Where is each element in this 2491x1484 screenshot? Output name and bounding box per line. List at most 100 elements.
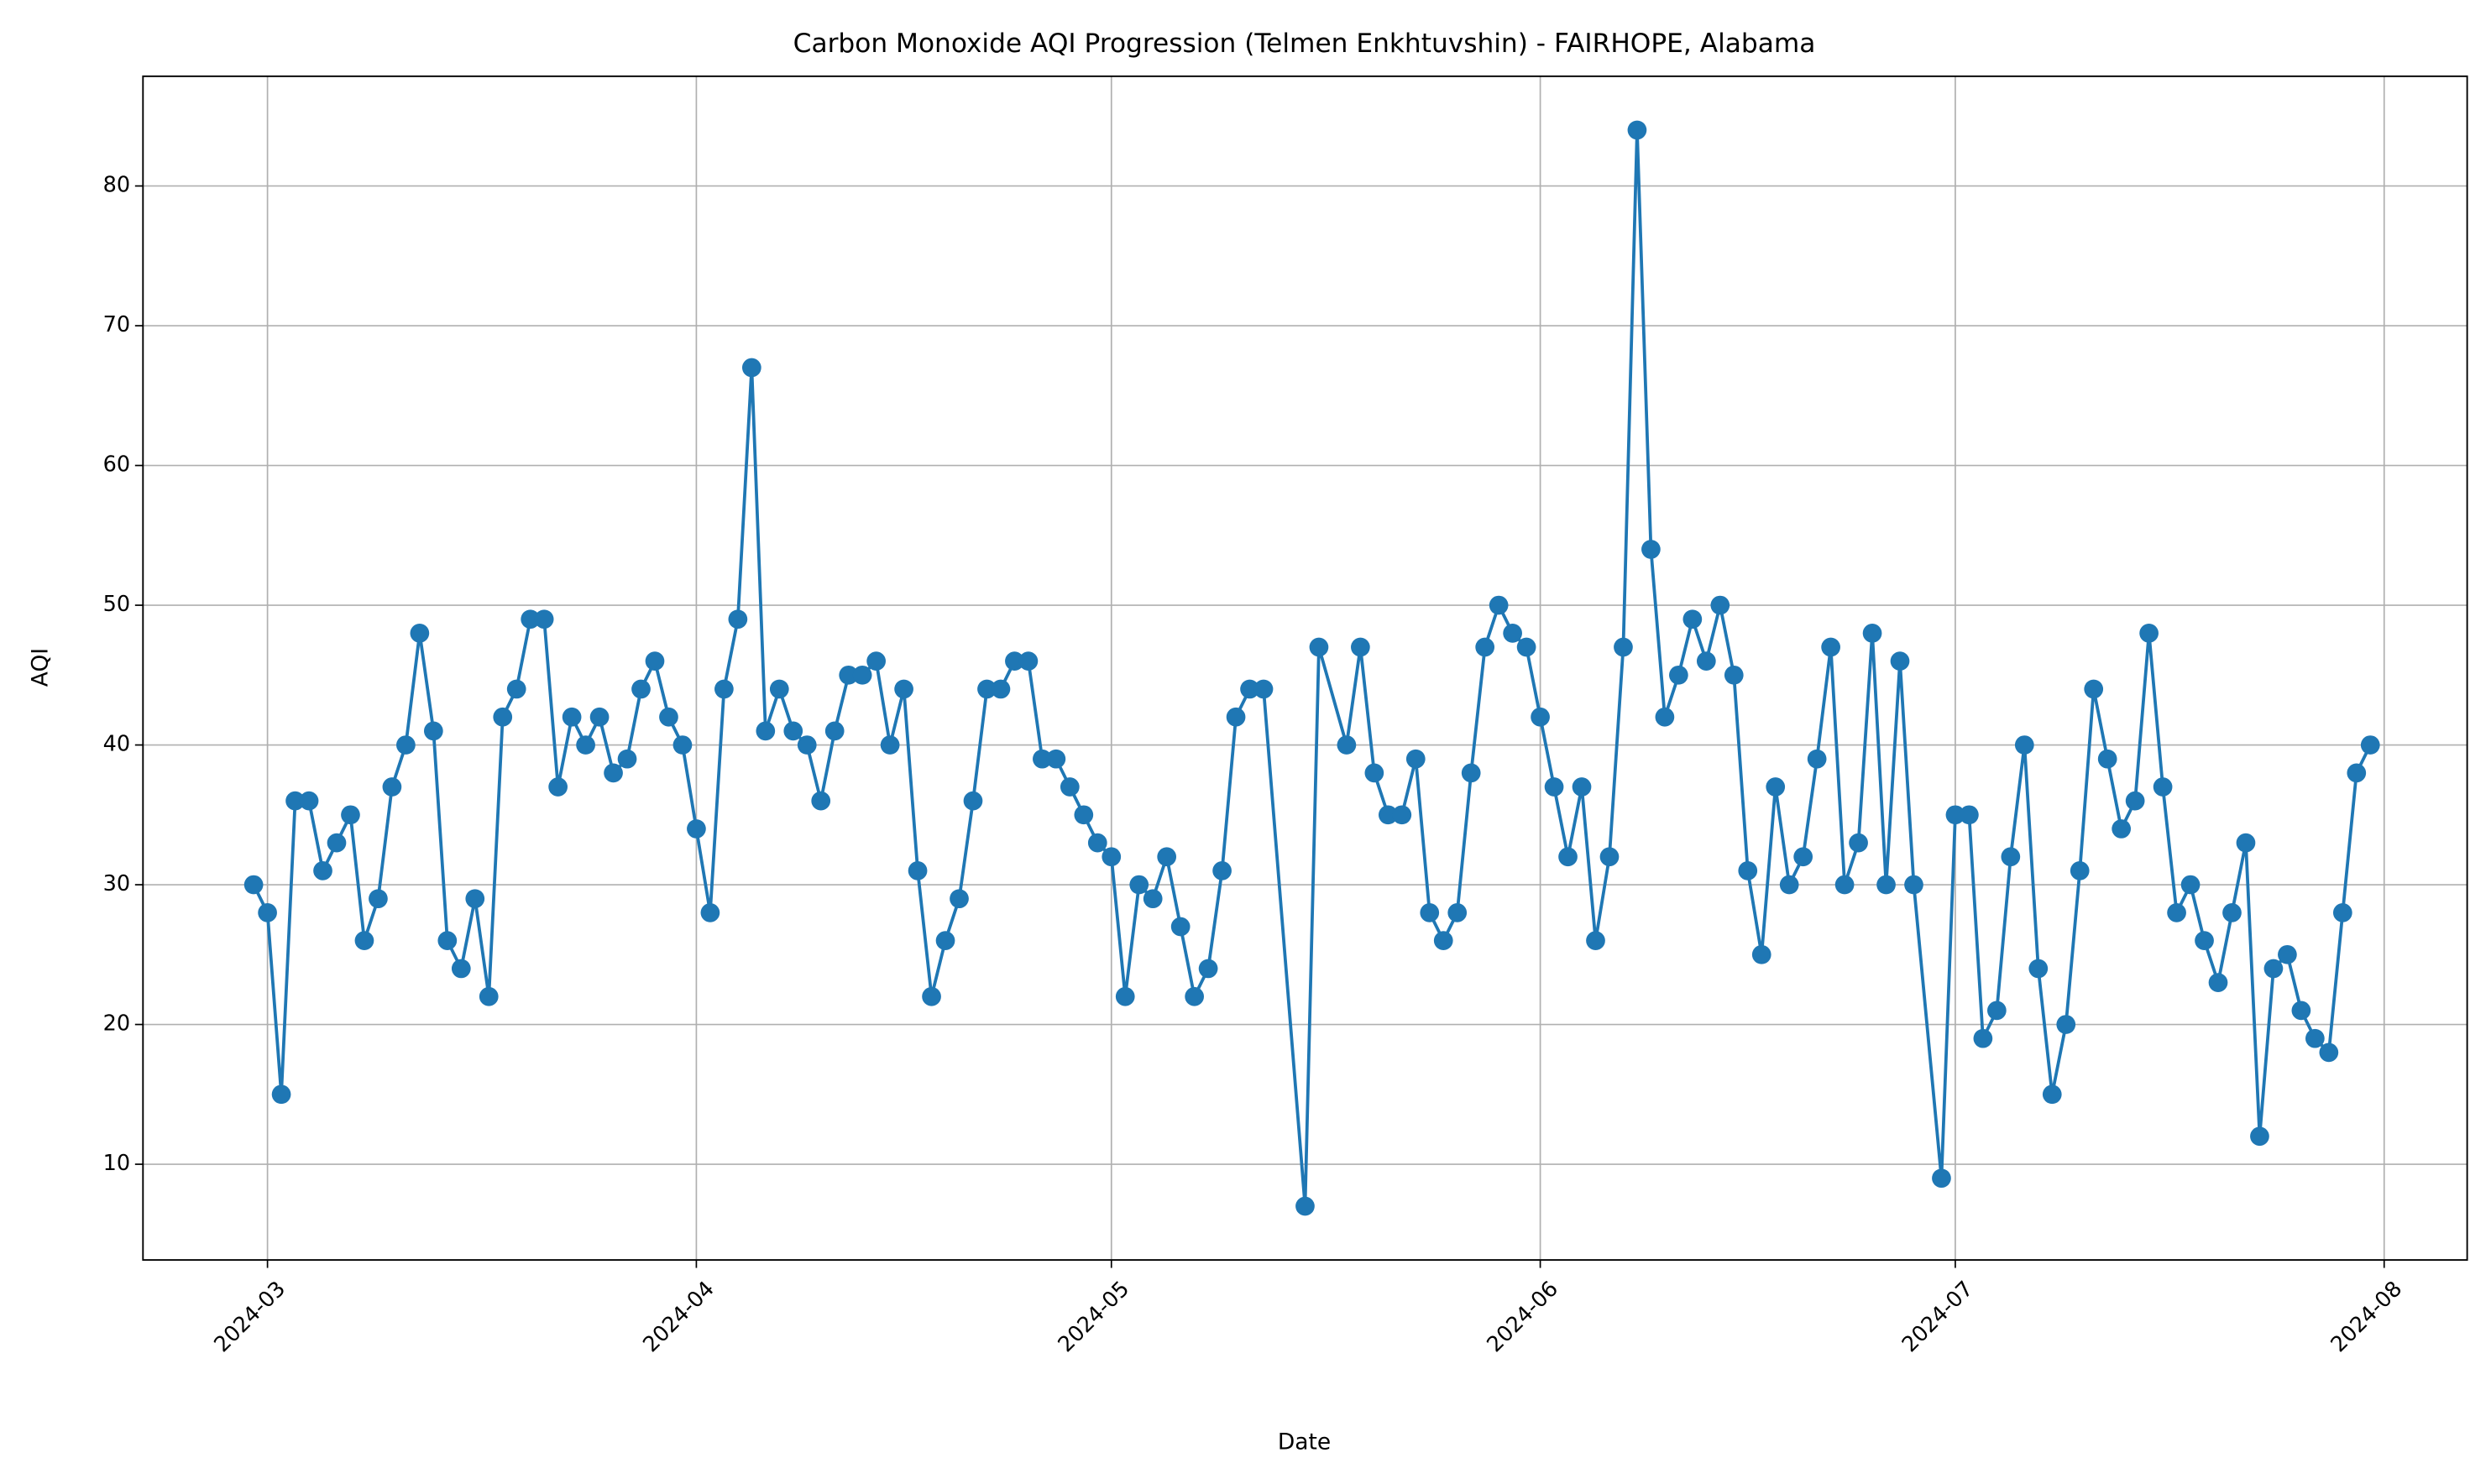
data-point <box>1240 679 1259 699</box>
data-point <box>2250 1126 2269 1147</box>
data-point <box>1253 679 1274 699</box>
data-point <box>2236 833 2256 853</box>
y-tick-label: 60 <box>103 452 130 478</box>
data-point <box>728 609 748 630</box>
data-point <box>1904 875 1923 895</box>
data-point <box>1129 875 1149 895</box>
data-point <box>423 721 443 741</box>
data-point <box>1046 749 1066 769</box>
chart-title: Carbon Monoxide AQI Progression (Telmen … <box>793 29 1816 59</box>
data-point <box>1834 875 1855 895</box>
data-point <box>1157 847 1177 867</box>
data-point <box>687 819 706 839</box>
data-point <box>2167 902 2186 922</box>
data-point <box>963 791 983 811</box>
data-point <box>756 721 776 741</box>
data-point <box>2360 735 2380 755</box>
data-point <box>1087 833 1107 853</box>
data-point <box>451 959 471 979</box>
data-point <box>1351 637 1370 657</box>
data-point <box>1849 833 1868 853</box>
data-point <box>493 707 513 727</box>
data-point <box>2097 749 2117 769</box>
data-point <box>1392 805 1412 825</box>
data-point <box>382 777 402 797</box>
data-point <box>604 763 623 783</box>
data-point <box>1531 707 1550 727</box>
data-point <box>341 805 360 825</box>
data-point <box>631 679 651 699</box>
data-point <box>479 986 499 1006</box>
data-point <box>617 749 637 769</box>
data-point <box>2001 847 2021 867</box>
data-point <box>1696 651 1716 671</box>
data-point <box>437 931 458 951</box>
data-point <box>2319 1042 2339 1063</box>
data-point <box>1669 665 1688 685</box>
data-point <box>1793 847 1813 867</box>
data-point <box>1033 749 1052 769</box>
data-point <box>1614 637 1633 657</box>
data-point <box>2042 1084 2062 1105</box>
data-point <box>271 1084 291 1105</box>
data-point <box>1558 847 1578 867</box>
data-point <box>1489 595 1509 615</box>
data-point <box>2070 861 2090 880</box>
data-point <box>1572 777 1592 797</box>
data-point <box>1945 805 1965 825</box>
data-point <box>576 735 595 755</box>
data-point <box>769 679 789 699</box>
data-point <box>1475 637 1495 657</box>
data-point <box>1212 861 1232 880</box>
data-point <box>1170 917 1191 937</box>
y-tick-label: 50 <box>103 592 130 617</box>
data-point <box>2056 1015 2076 1034</box>
data-point <box>313 861 332 880</box>
data-point <box>2084 679 2104 699</box>
data-point <box>2014 735 2034 755</box>
data-point <box>1074 805 1094 825</box>
data-point <box>2139 623 2159 643</box>
data-point <box>1433 931 1453 951</box>
data-point <box>839 665 859 685</box>
y-tick-label: 20 <box>103 1011 130 1037</box>
data-point <box>880 735 900 755</box>
data-point <box>354 931 374 951</box>
x-axis-label: Date <box>1278 1429 1331 1455</box>
data-point <box>908 861 928 880</box>
data-point <box>243 875 264 895</box>
data-point <box>922 986 941 1006</box>
data-point <box>1018 651 1039 671</box>
data-point <box>2028 959 2049 979</box>
data-point <box>1143 889 1163 909</box>
data-point <box>1876 875 1896 895</box>
data-point <box>700 902 720 922</box>
plot-area <box>243 120 2380 1216</box>
data-point <box>1005 651 1024 671</box>
data-point <box>1503 623 1522 643</box>
data-point <box>1821 637 1840 657</box>
data-point <box>991 679 1011 699</box>
data-point <box>534 609 554 630</box>
data-point <box>1599 847 1620 867</box>
data-point <box>2291 1001 2311 1021</box>
data-point <box>659 707 678 727</box>
data-point <box>1586 931 1605 951</box>
data-point <box>811 791 831 811</box>
data-point <box>1461 763 1481 783</box>
data-point <box>2180 875 2201 895</box>
data-point <box>1682 609 1703 630</box>
data-point <box>1862 623 1882 643</box>
data-point <box>1779 875 1799 895</box>
data-point <box>258 902 277 922</box>
data-point <box>1751 944 1771 964</box>
data-point <box>1724 665 1744 685</box>
data-point <box>866 651 886 671</box>
data-point <box>410 623 430 643</box>
data-point <box>1405 749 1426 769</box>
data-point <box>1378 805 1398 825</box>
data-point <box>589 707 610 727</box>
data-point <box>1807 749 1827 769</box>
